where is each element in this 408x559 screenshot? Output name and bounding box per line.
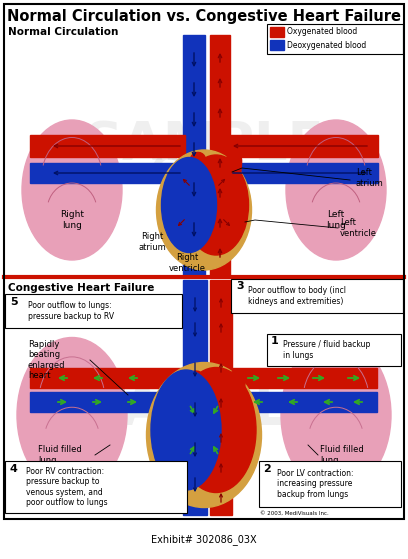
Text: 1: 1 [271, 336, 279, 346]
FancyBboxPatch shape [267, 334, 401, 366]
Bar [270, 40, 284, 50]
Text: Deoxygenated blood: Deoxygenated blood [287, 40, 366, 50]
Text: Rapidly
beating
enlarged
heart: Rapidly beating enlarged heart [28, 340, 66, 380]
Text: SAMPLE: SAMPLE [84, 119, 324, 171]
Text: Right
lung: Right lung [60, 210, 84, 230]
Ellipse shape [281, 338, 391, 492]
Text: Left
ventricle: Left ventricle [340, 219, 377, 238]
Text: 5: 5 [10, 297, 18, 307]
Bar [30, 163, 185, 183]
Ellipse shape [184, 155, 248, 255]
Text: © 2003, MediVisuals Inc.: © 2003, MediVisuals Inc. [260, 510, 329, 515]
Bar [230, 163, 378, 183]
Text: Pressure / fluid backup
in lungs: Pressure / fluid backup in lungs [283, 340, 370, 359]
Text: Poor outflow to body (incl
kidneys and extremities): Poor outflow to body (incl kidneys and e… [248, 286, 346, 306]
Ellipse shape [151, 370, 221, 490]
Text: Copy: Copy [150, 419, 258, 457]
Text: 3: 3 [236, 281, 244, 291]
Text: Right
ventricle: Right ventricle [169, 253, 206, 273]
Bar [30, 368, 185, 388]
FancyBboxPatch shape [231, 279, 403, 313]
FancyBboxPatch shape [5, 461, 187, 513]
Ellipse shape [157, 150, 251, 270]
Text: 2: 2 [263, 464, 271, 474]
Bar [210, 280, 232, 515]
Bar [183, 35, 205, 277]
Ellipse shape [176, 367, 256, 492]
Text: Poor RV contraction:
pressure backup to
venous system, and
poor outflow to lungs: Poor RV contraction: pressure backup to … [26, 467, 108, 507]
Text: Poor LV contraction:
increasing pressure
backup from lungs: Poor LV contraction: increasing pressure… [277, 469, 353, 499]
Text: 4: 4 [10, 464, 18, 474]
Text: Left
lung: Left lung [326, 210, 346, 230]
Text: SAMPLE: SAMPLE [84, 384, 324, 436]
Bar [230, 135, 378, 157]
Bar [183, 280, 207, 515]
Text: Poor outflow to lungs:
pressure backup to RV: Poor outflow to lungs: pressure backup t… [28, 301, 114, 321]
Ellipse shape [22, 120, 122, 260]
Ellipse shape [162, 158, 217, 253]
Ellipse shape [17, 338, 127, 492]
Text: Exhibit# 302086_03X: Exhibit# 302086_03X [151, 534, 257, 546]
FancyBboxPatch shape [259, 461, 401, 507]
Bar [270, 27, 284, 37]
Bar [210, 35, 230, 277]
Text: Copy: Copy [150, 154, 258, 192]
Text: Normal Circulation: Normal Circulation [8, 27, 118, 37]
Text: Fluid filled
lung: Fluid filled lung [38, 446, 82, 465]
Bar [30, 392, 185, 412]
Ellipse shape [286, 120, 386, 260]
FancyBboxPatch shape [5, 294, 182, 328]
Text: Congestive Heart Failure: Congestive Heart Failure [8, 283, 154, 293]
Text: Right
atrium: Right atrium [138, 233, 166, 252]
Text: Fluid filled
lung: Fluid filled lung [320, 446, 364, 465]
Text: Oxygenated blood: Oxygenated blood [287, 27, 357, 36]
Bar [232, 392, 377, 412]
Text: Left
atrium: Left atrium [356, 168, 384, 188]
Bar [232, 368, 377, 388]
Bar [30, 135, 185, 157]
Ellipse shape [146, 362, 262, 508]
Text: Normal Circulation vs. Congestive Heart Failure: Normal Circulation vs. Congestive Heart … [7, 8, 401, 23]
